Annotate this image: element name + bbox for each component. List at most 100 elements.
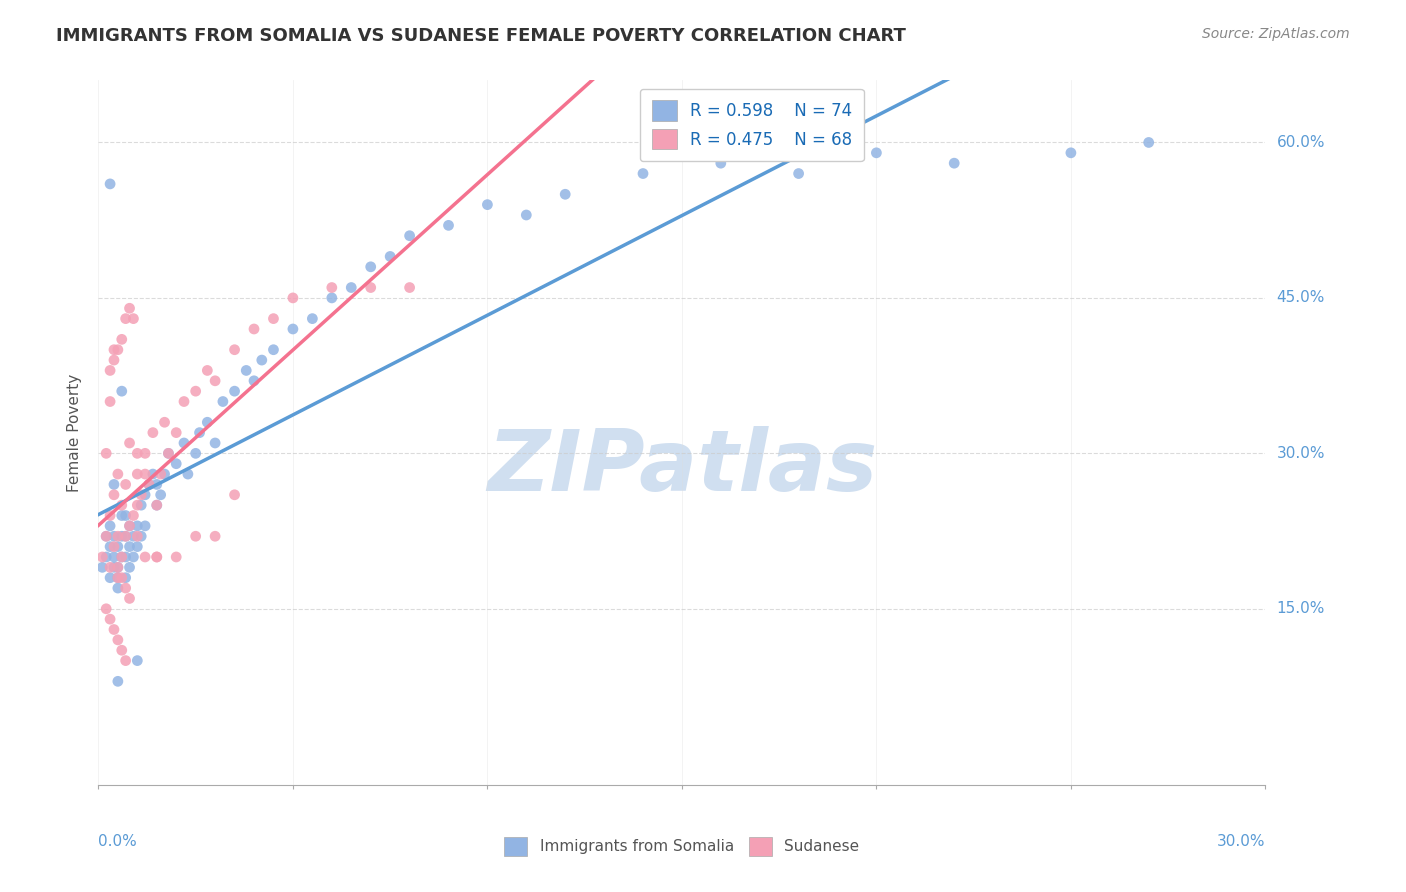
Point (943, 156, 966, 170)
Point (398, 280, 420, 294)
Point (204, 374, 226, 388)
Text: IMMIGRANTS FROM SOMALIA VS SUDANESE FEMALE POVERTY CORRELATION CHART: IMMIGRANTS FROM SOMALIA VS SUDANESE FEMA… (56, 27, 905, 45)
Point (98, 363, 121, 377)
Point (134, 519, 156, 533)
Point (157, 446, 180, 460)
Point (184, 446, 207, 460)
Point (235, 363, 257, 377)
Point (224, 488, 246, 502)
Point (127, 540, 149, 554)
Point (177, 467, 200, 481)
Point (146, 498, 169, 512)
Point (114, 311, 136, 326)
Point (134, 446, 156, 460)
Text: 0.0%: 0.0% (98, 834, 138, 849)
Legend: Immigrants from Somalia, Sudanese: Immigrants from Somalia, Sudanese (498, 831, 866, 862)
Point (103, 343, 125, 357)
Point (157, 446, 180, 460)
Point (195, 363, 218, 377)
Point (146, 549, 169, 564)
Point (111, 643, 134, 657)
Point (554, 187, 576, 202)
Point (865, 145, 887, 160)
Point (107, 632, 129, 647)
Point (262, 311, 284, 326)
Point (103, 560, 125, 574)
Point (107, 560, 129, 574)
Point (118, 436, 141, 450)
Point (1137, 136, 1160, 150)
Point (118, 301, 141, 316)
Point (515, 208, 537, 222)
Point (114, 654, 136, 668)
Point (127, 498, 149, 512)
Point (138, 477, 160, 491)
Point (149, 467, 172, 481)
Point (129, 498, 152, 512)
Point (281, 322, 304, 336)
Point (107, 540, 129, 554)
Point (98, 508, 121, 523)
Point (321, 280, 343, 294)
Text: Source: ZipAtlas.com: Source: ZipAtlas.com (1202, 27, 1350, 41)
Y-axis label: Female Poverty: Female Poverty (67, 374, 83, 491)
Point (91, 560, 114, 574)
Point (91, 549, 114, 564)
Point (122, 529, 145, 543)
Point (134, 488, 156, 502)
Point (103, 488, 125, 502)
Point (96, 446, 118, 460)
Point (118, 540, 141, 554)
Point (243, 322, 266, 336)
Point (114, 477, 136, 491)
Point (127, 467, 149, 481)
Point (165, 549, 187, 564)
Point (134, 549, 156, 564)
Point (188, 425, 211, 440)
Point (360, 280, 382, 294)
Point (142, 425, 165, 440)
Point (127, 654, 149, 668)
Point (129, 529, 152, 543)
Text: 60.0%: 60.0% (1277, 135, 1324, 150)
Point (173, 394, 195, 409)
Point (107, 571, 129, 585)
Point (360, 260, 382, 274)
Point (127, 446, 149, 460)
Point (107, 467, 129, 481)
Point (153, 467, 176, 481)
Point (111, 571, 134, 585)
Point (301, 311, 323, 326)
Point (250, 353, 273, 368)
Point (127, 529, 149, 543)
Point (107, 560, 129, 574)
Point (96, 549, 118, 564)
Point (398, 228, 420, 243)
Point (204, 529, 226, 543)
Point (184, 384, 207, 399)
Point (107, 343, 129, 357)
Point (111, 498, 134, 512)
Point (107, 581, 129, 595)
Point (98, 519, 121, 533)
Point (114, 571, 136, 585)
Point (122, 549, 145, 564)
Point (96, 529, 118, 543)
Point (224, 343, 246, 357)
Point (165, 457, 187, 471)
Point (103, 549, 125, 564)
Point (146, 498, 169, 512)
Point (787, 167, 810, 181)
Point (122, 311, 145, 326)
Point (173, 436, 195, 450)
Point (631, 167, 654, 181)
Point (98, 612, 121, 626)
Point (98, 394, 121, 409)
Point (118, 519, 141, 533)
Text: ZIPatlas: ZIPatlas (486, 426, 877, 509)
Point (165, 425, 187, 440)
Point (111, 332, 134, 346)
Point (146, 477, 169, 491)
Point (212, 394, 235, 409)
Point (114, 549, 136, 564)
